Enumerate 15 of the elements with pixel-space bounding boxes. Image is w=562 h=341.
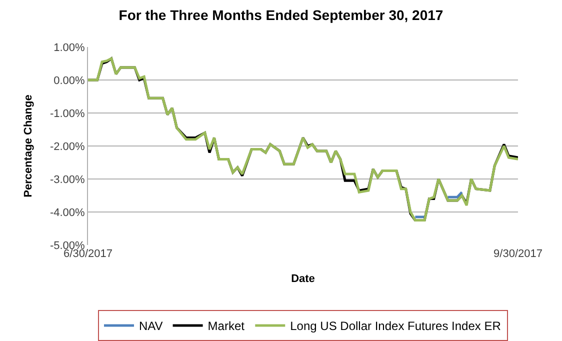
line-series: [88, 57, 518, 222]
legend-label: Market: [208, 319, 246, 334]
y-tick-label: -1.00%: [50, 108, 86, 120]
x-tick-label: 6/30/2017: [64, 248, 112, 260]
y-tick-label: 0.00%: [54, 74, 86, 87]
legend-label: Long US Dollar Index Futures Index ER: [290, 319, 502, 334]
y-tick-label: -3.00%: [50, 174, 86, 186]
legend-label: NAV: [139, 319, 163, 334]
y-tick-label: -2.00%: [50, 140, 86, 153]
chart-title: For the Three Months Ended September 30, 2017: [118, 7, 444, 24]
y-axis-title: Percentage Change: [22, 94, 35, 198]
x-axis-title: Date: [291, 273, 315, 286]
y-tick-label: 1.00%: [54, 42, 86, 54]
y-tick-label: -4.00%: [50, 206, 86, 219]
x-tick-label: 9/30/2017: [494, 248, 542, 260]
